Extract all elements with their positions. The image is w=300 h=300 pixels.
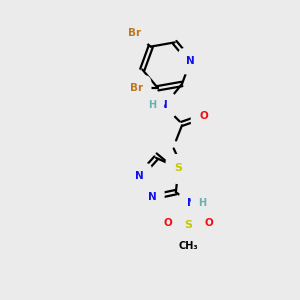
- Text: N: N: [148, 192, 156, 202]
- Text: N: N: [135, 171, 144, 181]
- Text: N: N: [187, 199, 196, 208]
- Text: O: O: [199, 111, 208, 122]
- Text: S: S: [178, 165, 186, 175]
- Text: N: N: [159, 100, 168, 110]
- Text: CH₃: CH₃: [178, 241, 198, 251]
- Text: Br: Br: [130, 83, 143, 93]
- Text: O: O: [164, 218, 172, 228]
- Text: H: H: [199, 199, 207, 208]
- Text: H: H: [148, 100, 156, 110]
- Text: S: S: [174, 163, 182, 173]
- Text: Br: Br: [128, 28, 141, 38]
- Text: S: S: [184, 220, 192, 230]
- Text: N: N: [186, 56, 195, 66]
- Text: O: O: [204, 218, 213, 228]
